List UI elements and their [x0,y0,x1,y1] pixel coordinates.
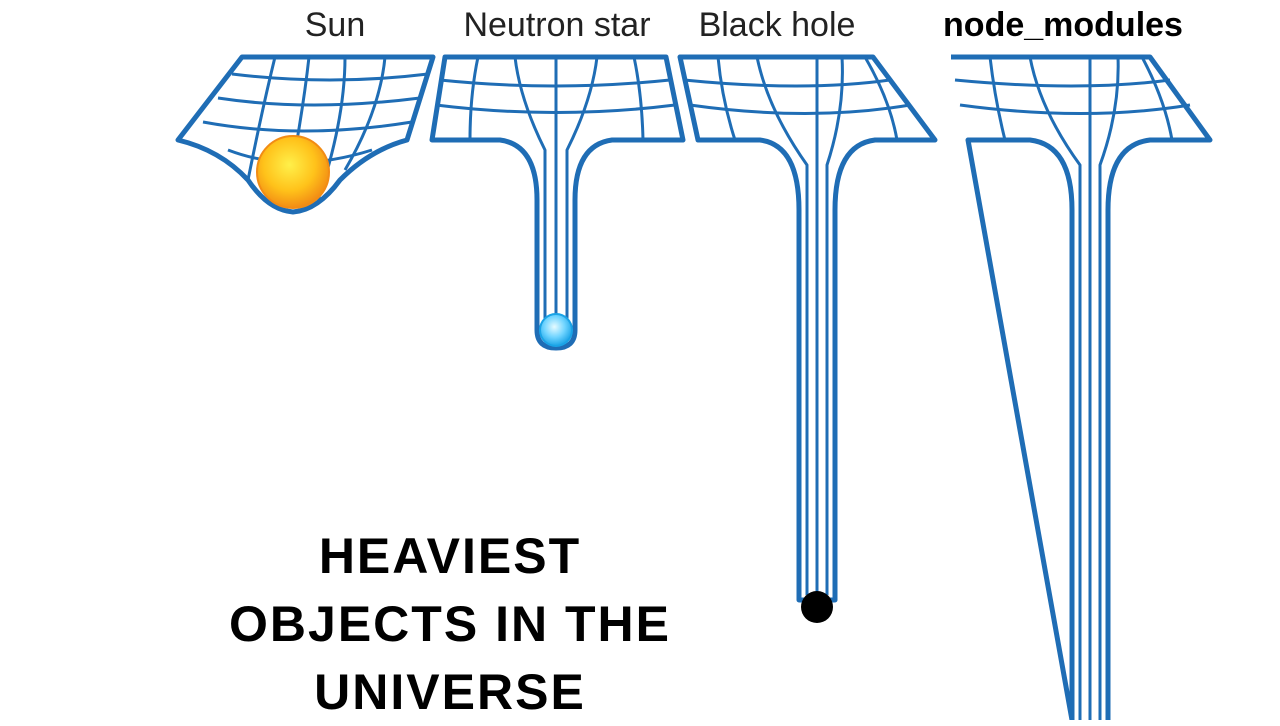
node-modules-spacetime-grid [951,54,1213,723]
black-hole-spacetime-grid [677,54,938,603]
sun-ball-icon [256,135,330,209]
caption-line-3: UNIVERSE [314,664,586,720]
meme-caption: HEAVIEST OBJECTS IN THE UNIVERSE [229,522,671,726]
caption-line-2: OBJECTS IN THE [229,596,671,652]
neutron-star-label: Neutron star [463,6,651,44]
black-hole-label: Black hole [698,6,856,44]
node-modules-label: node_modules [943,6,1183,44]
black-hole-ball-icon [801,591,833,623]
neutron-star-ball-icon [539,313,573,347]
caption-line-1: HEAVIEST [318,528,582,584]
sun-label: Sun [304,6,366,44]
neutron-star-spacetime-grid [429,54,686,351]
